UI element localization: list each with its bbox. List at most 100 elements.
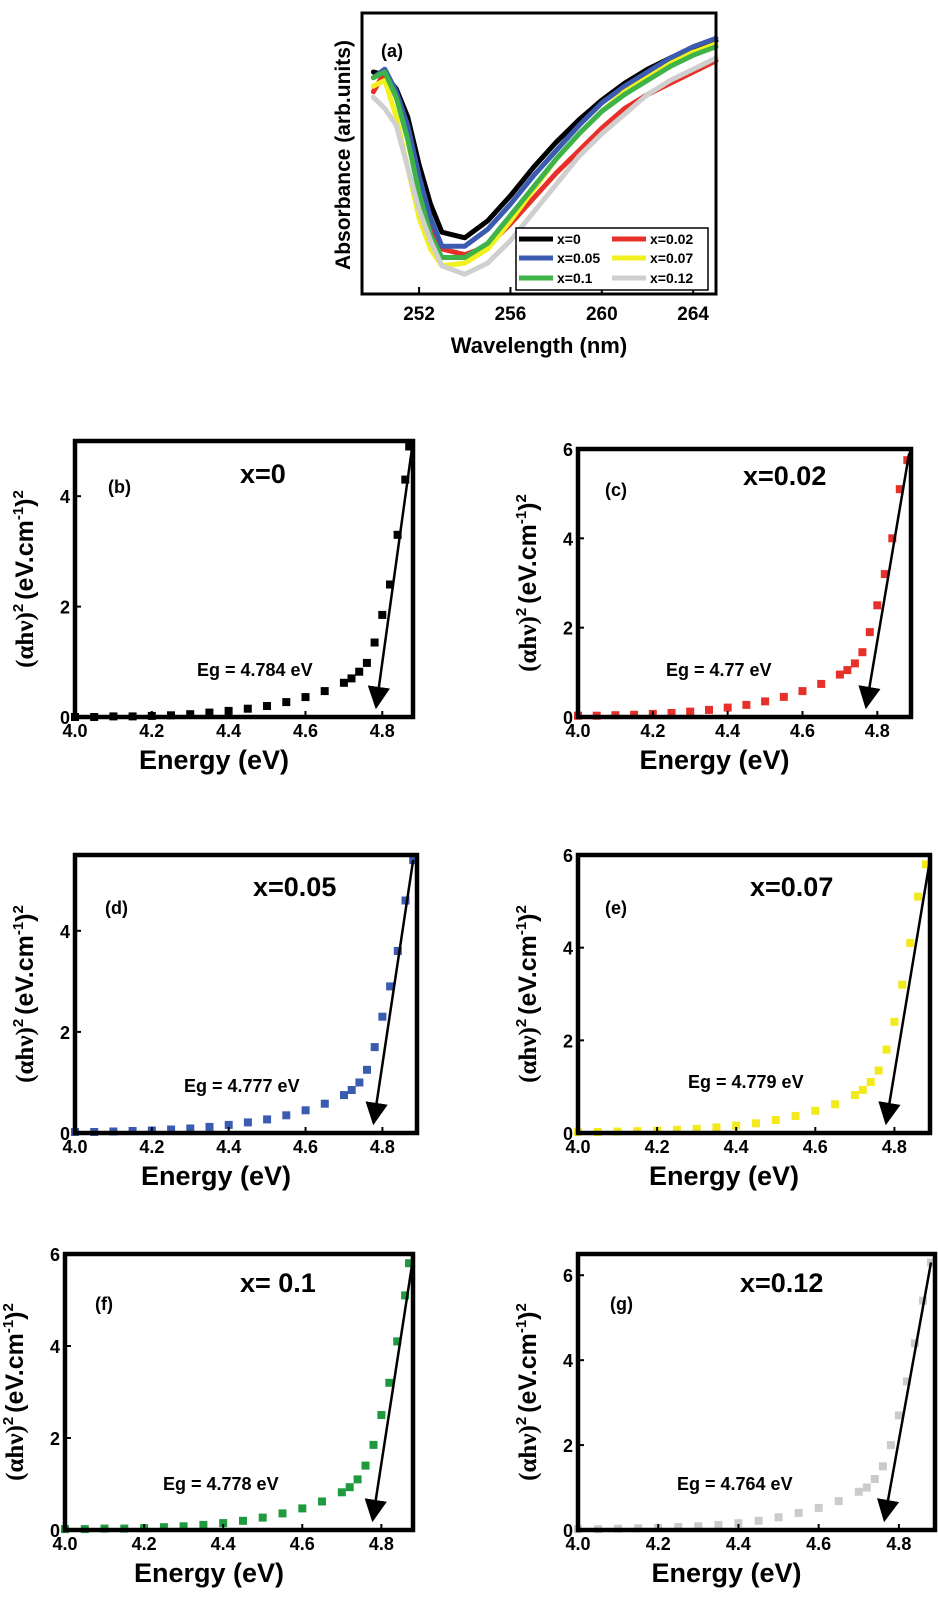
x-tick-label: 4.0: [62, 1137, 87, 1157]
x-tick-label: 4.4: [211, 1534, 236, 1554]
data-point: [862, 1483, 871, 1492]
panel-label: (d): [105, 898, 128, 918]
data-point: [922, 860, 930, 869]
y-tick-label: 2: [563, 619, 573, 639]
x-axis-label: Energy (eV): [134, 1558, 284, 1588]
x-tick-label: 4.8: [886, 1534, 911, 1554]
plot-frame: [575, 852, 933, 1136]
y-tick-label: 4: [60, 922, 70, 942]
data-point: [369, 1440, 378, 1449]
data-point: [761, 697, 770, 706]
data-point: [714, 1520, 723, 1529]
legend-label: x=0.1: [557, 270, 593, 286]
y-label-close: ): [514, 502, 542, 510]
x-tick-label: 260: [586, 304, 618, 325]
data-point: [732, 1121, 741, 1130]
x-axis-label: Energy (eV): [651, 1558, 801, 1588]
y-label-unit: (eV.cm: [514, 524, 542, 604]
x-tick-label: 4.4: [726, 1534, 751, 1554]
y-label-unit: (eV.cm: [1, 1333, 29, 1413]
data-point: [850, 659, 859, 668]
y-tick-label: 2: [60, 1023, 70, 1043]
x-tick-label: 4.2: [645, 1137, 670, 1157]
data-point: [898, 980, 907, 989]
data-point: [405, 442, 414, 451]
data-point: [854, 1487, 863, 1496]
y-label-close: ): [11, 498, 39, 506]
data-point: [243, 704, 252, 713]
panel-a: 252 256 260 264 Wavelength (nm) Absorbance (a…: [332, 11, 719, 358]
data-point: [910, 1339, 919, 1348]
y-axis-label: (αhν)2(eV.cm-1)2: [513, 1303, 542, 1481]
x-tick-label: 4.2: [139, 1137, 164, 1157]
x-tick-label: 4.6: [806, 1534, 831, 1554]
panel-label: (a): [381, 41, 403, 61]
y-label-sup: -1: [513, 922, 530, 935]
data-point: [186, 710, 195, 719]
data-point: [686, 707, 695, 716]
data-point: [882, 1045, 891, 1054]
fit-arrow: [878, 859, 932, 1126]
data-point: [386, 580, 394, 589]
data-point: [205, 708, 214, 717]
data-point: [199, 1520, 208, 1529]
data-point: [377, 1411, 386, 1419]
x-tick-label: 4.6: [293, 721, 318, 741]
eg-annotation: Eg = 4.779 eV: [688, 1072, 804, 1092]
data-point: [393, 1337, 402, 1346]
y-tick-label: 4: [50, 1337, 60, 1357]
y-label-sup: -1: [0, 1320, 17, 1333]
data-point: [378, 1012, 387, 1021]
series-line-x=0.12: [370, 55, 719, 277]
data-point: [362, 658, 371, 667]
fit-arrow: [876, 1262, 933, 1523]
data-point: [301, 1106, 310, 1115]
data-point: [754, 1516, 763, 1525]
legend-label: x=0: [557, 231, 581, 247]
data-point: [239, 1516, 247, 1525]
x-axis-label: Energy (eV): [141, 1161, 291, 1191]
y-label-sup: 2: [513, 1303, 530, 1311]
data-point: [886, 1441, 895, 1450]
data-point: [263, 702, 271, 710]
data-point: [858, 1085, 867, 1094]
x-tick-label: 4.0: [565, 1534, 590, 1554]
panel-title: x= 0.1: [240, 1268, 316, 1298]
data-point: [672, 1125, 681, 1134]
data-point: [378, 610, 387, 619]
y-tick-label: 0: [563, 1521, 573, 1541]
data-point: [866, 1078, 875, 1086]
data-point: [791, 1111, 800, 1120]
data-point: [888, 534, 897, 543]
data-point: [363, 1065, 371, 1074]
data-point: [258, 1513, 267, 1522]
x-axis-label: Energy (eV): [139, 745, 289, 775]
panel-title: x=0.02: [743, 461, 826, 491]
x-tick-label: 4.4: [724, 1137, 749, 1157]
y-tick-label: 0: [60, 1124, 70, 1144]
fit-arrow: [365, 859, 415, 1126]
y-label-main: (αhν): [12, 1027, 39, 1083]
data-point: [301, 693, 310, 702]
y-label-sup: 2: [0, 1417, 17, 1425]
y-label-sup: 2: [513, 494, 530, 502]
fit-arrow: [364, 1258, 415, 1523]
legend-label: x=0.02: [650, 231, 693, 247]
y-tick-label: 2: [563, 1436, 573, 1456]
plot-frame: [72, 438, 416, 720]
data-point: [890, 1017, 899, 1026]
y-axis-label: (αhν)2(eV.cm-1)2: [10, 905, 39, 1083]
data-point: [878, 1462, 887, 1471]
x-tick-label: 264: [677, 304, 709, 325]
y-axis-label: (αhν)2(eV.cm-1)2: [513, 905, 542, 1083]
data-point: [361, 1461, 370, 1470]
panel-title: x=0.05: [253, 872, 336, 902]
data-point: [298, 1504, 307, 1513]
data-point: [752, 1119, 760, 1128]
data-point: [393, 947, 402, 955]
y-label-sup: -1: [513, 1320, 530, 1333]
data-point: [405, 1259, 413, 1268]
legend: x=0 x=0.02 x=0.05 x=0.07 x=0.1 x=0.12: [515, 227, 709, 291]
data-point: [337, 1488, 346, 1497]
x-tick-label: 4.2: [139, 721, 164, 741]
